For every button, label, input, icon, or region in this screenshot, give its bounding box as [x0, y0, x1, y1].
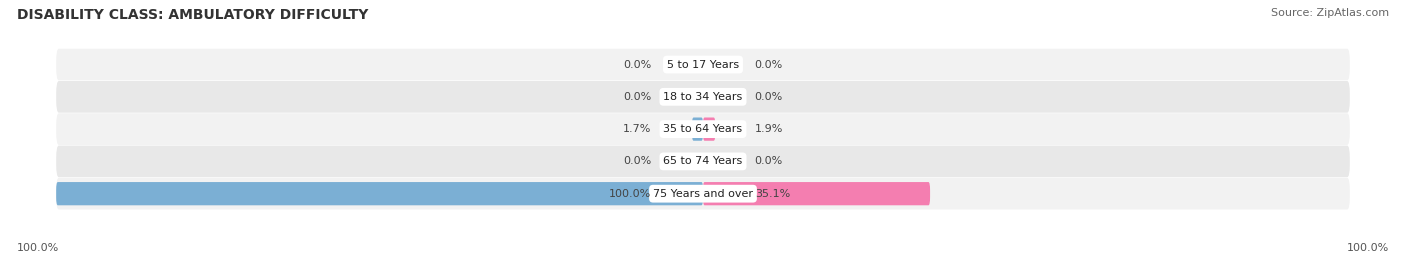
Text: 0.0%: 0.0% [623, 92, 651, 102]
Text: 0.0%: 0.0% [755, 156, 783, 167]
Text: 0.0%: 0.0% [623, 156, 651, 167]
Text: 18 to 34 Years: 18 to 34 Years [664, 92, 742, 102]
Text: 35 to 64 Years: 35 to 64 Years [664, 124, 742, 134]
FancyBboxPatch shape [56, 178, 1350, 210]
Text: 100.0%: 100.0% [1347, 243, 1389, 253]
FancyBboxPatch shape [56, 182, 703, 205]
Text: 0.0%: 0.0% [755, 92, 783, 102]
FancyBboxPatch shape [56, 49, 1350, 80]
FancyBboxPatch shape [56, 146, 1350, 177]
Text: DISABILITY CLASS: AMBULATORY DIFFICULTY: DISABILITY CLASS: AMBULATORY DIFFICULTY [17, 8, 368, 22]
FancyBboxPatch shape [56, 113, 1350, 145]
Text: 1.7%: 1.7% [623, 124, 651, 134]
Text: 75 Years and over: 75 Years and over [652, 189, 754, 199]
Text: 0.0%: 0.0% [623, 59, 651, 70]
Text: 0.0%: 0.0% [755, 59, 783, 70]
Text: 65 to 74 Years: 65 to 74 Years [664, 156, 742, 167]
Text: 35.1%: 35.1% [755, 189, 790, 199]
Text: 100.0%: 100.0% [17, 243, 59, 253]
FancyBboxPatch shape [703, 182, 931, 205]
FancyBboxPatch shape [692, 118, 703, 141]
Text: Source: ZipAtlas.com: Source: ZipAtlas.com [1271, 8, 1389, 18]
FancyBboxPatch shape [56, 81, 1350, 113]
Text: 100.0%: 100.0% [609, 189, 651, 199]
Text: 5 to 17 Years: 5 to 17 Years [666, 59, 740, 70]
FancyBboxPatch shape [703, 118, 716, 141]
Text: 1.9%: 1.9% [755, 124, 783, 134]
